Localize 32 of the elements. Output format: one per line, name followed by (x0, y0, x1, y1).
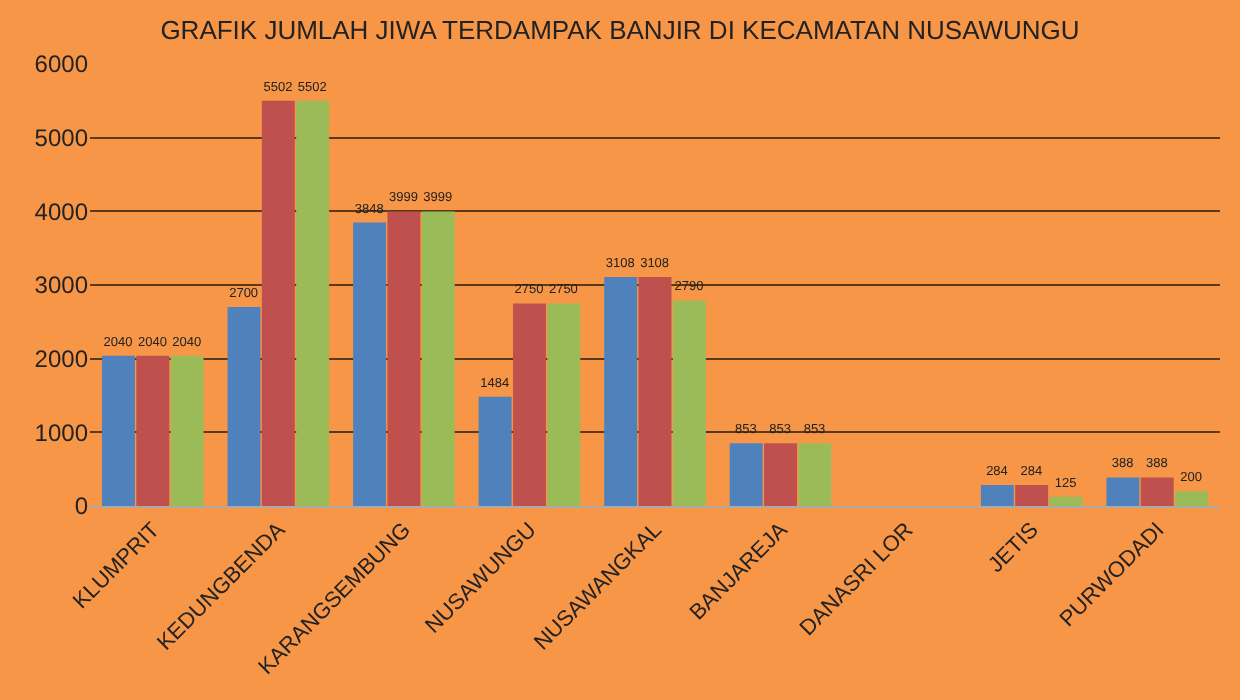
bar (387, 211, 421, 506)
bar (170, 355, 204, 506)
y-tick-label: 0 (74, 492, 89, 521)
bar (1140, 477, 1174, 506)
bar (1015, 485, 1049, 506)
chart-title: GRAFIK JUMLAH JIWA TERDAMPAK BANJIR DI KECAMATAN NUSAWUNGU (160, 15, 1080, 46)
bar (980, 485, 1014, 506)
bar (227, 307, 261, 506)
bar (478, 396, 512, 506)
bar (729, 443, 763, 506)
bar (604, 277, 638, 506)
bar (672, 300, 706, 506)
bar (101, 355, 135, 506)
bar (798, 443, 832, 506)
y-tick-label: 6000 (34, 50, 89, 79)
bar (353, 222, 387, 506)
bar (1106, 477, 1140, 506)
bar (136, 355, 170, 506)
y-tick-label: 5000 (34, 124, 89, 153)
bar (512, 303, 546, 506)
bar (1049, 496, 1083, 506)
bar (638, 277, 672, 506)
y-tick-label: 2000 (34, 345, 89, 374)
y-tick-label: 3000 (34, 271, 89, 300)
bar (764, 443, 798, 506)
bar (1175, 491, 1209, 506)
bar (296, 100, 330, 506)
bar (547, 303, 581, 506)
y-tick-label: 1000 (34, 418, 89, 447)
bar (421, 211, 455, 506)
bar (261, 100, 295, 506)
y-tick-label: 4000 (34, 197, 89, 226)
